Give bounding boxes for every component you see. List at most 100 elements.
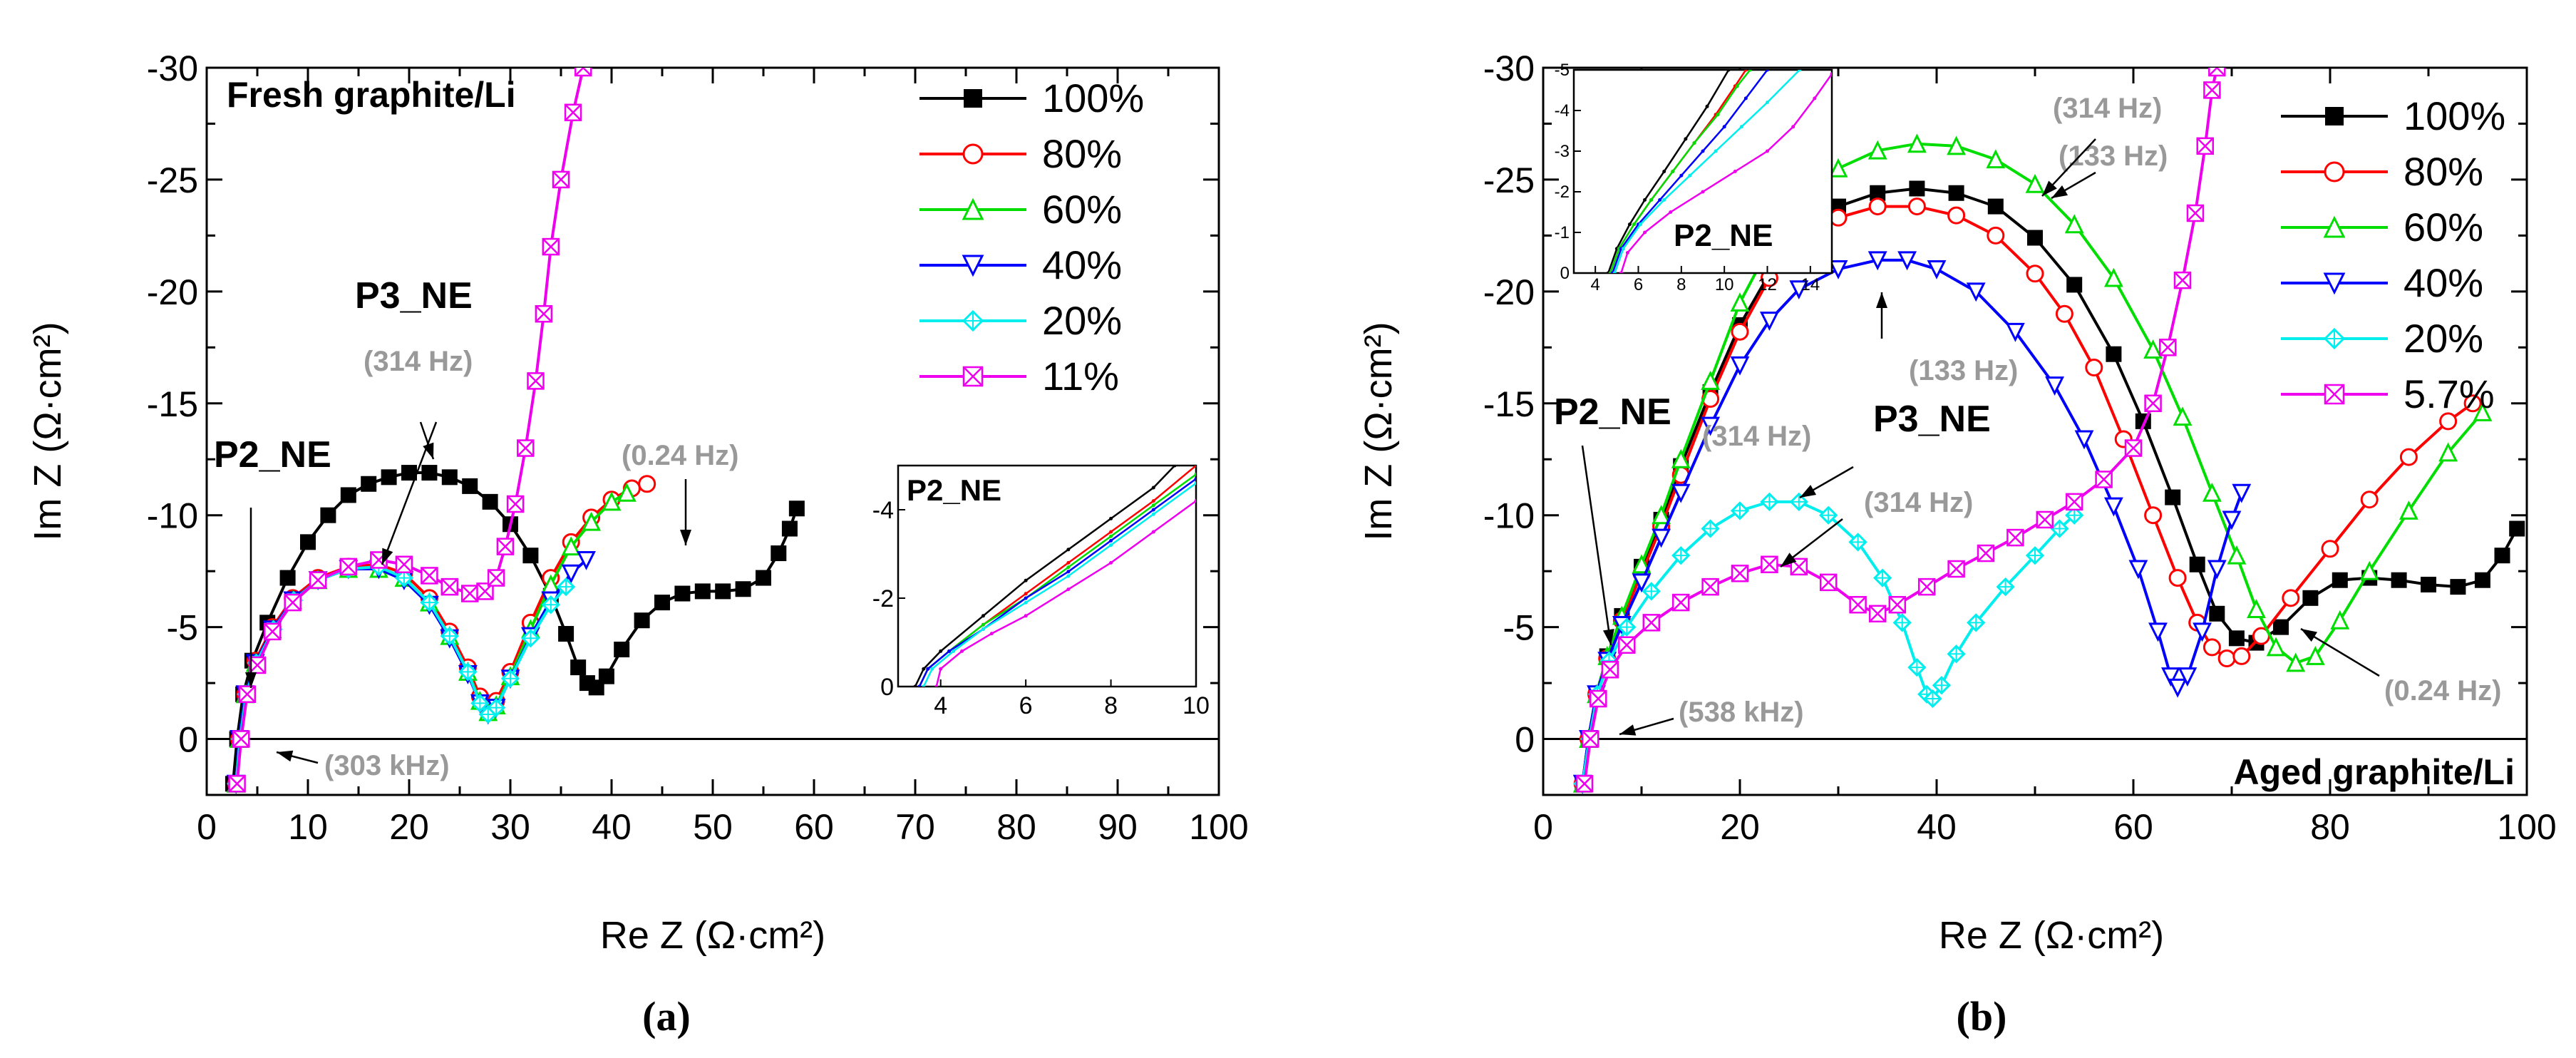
data-point [617,482,637,502]
data-point [2203,81,2221,99]
legend-item-80%: 80% [2281,149,2483,194]
data-point [460,585,479,602]
inset-data-point [939,649,943,653]
inset-data-point [1066,587,1071,592]
data-point [2474,572,2490,588]
data-point [232,730,250,748]
chart-title: Fresh graphite/Li [227,75,516,115]
inset-data-point [1669,210,1673,214]
x-tick-label: 10 [288,807,328,847]
annotation-arrow [381,421,438,565]
legend-item-20%: 20% [2281,316,2483,361]
legend-item-11%: 11% [919,354,1119,399]
x-tick-label: 80 [2310,807,2350,847]
data-point [2202,482,2222,502]
inset-data-point [1109,543,1113,548]
data-point [1870,185,1886,201]
legend-item-80%: 80% [919,131,1122,176]
annotation-arrow [2300,627,2380,677]
inset-data-point [1109,530,1113,534]
inset-y-tick-label: -2 [1555,183,1570,202]
series-100% [225,465,805,792]
y-axis-label: Im Z (Ω·cm²) [1357,322,1400,540]
data-point [771,545,787,562]
data-point [781,520,798,537]
inset-data-point [1701,190,1705,194]
y-tick-label: -30 [147,48,198,88]
inset-series-line [1620,73,1832,273]
data-point [2217,649,2236,668]
inset-data-point [1621,247,1625,251]
legend-marker [2323,215,2346,238]
legend-marker [964,89,982,108]
data-point [1632,573,1652,593]
series-11% [228,68,592,793]
data-point [2161,667,2180,687]
data-point [2421,576,2436,592]
chart-panel-a: 0 10 20 30 40 50 60 70 80 90 1000-5-10-15-20-25-30… [26,48,1249,1039]
data-point [2095,471,2113,488]
data-point [1977,544,1995,563]
data-point [2332,572,2348,588]
x-axis-label: Re Z (Ω·cm²) [1939,914,2164,957]
data-point [340,487,356,503]
data-point [2193,622,2212,642]
inset-data-point [1066,574,1071,578]
data-point [2026,264,2044,283]
inset-label: P2_NE [907,473,1001,507]
data-point [1642,582,1661,601]
legend-item-100%: 100% [919,76,1144,120]
inset-x-tick-label: 6 [1634,275,1643,294]
x-tick-label: 50 [693,807,733,847]
data-point [674,585,691,602]
inset-data-point [1649,197,1654,202]
y-tick-label: -15 [1483,384,1535,424]
inset-data-point [1726,70,1731,72]
annotation-label: (314 Hz) [1702,421,1811,452]
annotation-label: P2_NE [1554,391,1671,433]
data-point [1828,260,1848,279]
inset-data-point [1662,170,1666,173]
annotation-label: (314 Hz) [1864,487,1973,518]
data-point [2178,667,2198,687]
data-point [2247,599,2266,619]
legend-marker [962,255,984,277]
inset-data-point [922,667,926,671]
inset-data-point [1024,592,1028,596]
data-point [1848,533,1867,552]
data-point [2273,619,2289,635]
data-point [2168,678,2188,698]
legend-label: 100% [2404,93,2505,138]
data-point [470,694,490,713]
annotation-arrow [1581,445,1614,646]
data-point [541,595,560,615]
x-tick-label: 60 [2113,807,2153,847]
data-point [634,612,650,629]
annotation-arrow [2041,138,2096,197]
panel-label: (b) [1957,993,2007,1039]
inset-data-point [934,684,939,687]
annotation-label: (538 kHz) [1679,697,1804,728]
data-point [522,548,539,564]
data-point [2203,638,2221,657]
legend: 100% 80% 60% 40% 20% 5.7% [2281,93,2505,416]
y-tick-label: -10 [1483,496,1535,536]
legend-marker [2323,272,2346,295]
inset-x-tick-label: 12 [1758,275,1777,294]
data-point [1819,573,1838,592]
x-tick-label: 40 [1917,807,1957,847]
data-point [2173,271,2192,289]
x-tick-label: 60 [794,807,834,847]
inset-data-point [1151,503,1155,508]
inset-data-point [981,627,985,631]
inset-data-point [922,684,926,687]
x-tick-label: 20 [1720,807,1760,847]
data-point [1897,251,1917,271]
annotation-arrow [419,421,435,460]
inset-data-point [1813,96,1817,101]
x-tick-label: 0 [197,807,217,847]
inset-data-point [1109,534,1113,538]
data-point [2036,510,2054,529]
annotation-label: (303 kHz) [324,750,450,781]
data-point [1730,292,1750,312]
